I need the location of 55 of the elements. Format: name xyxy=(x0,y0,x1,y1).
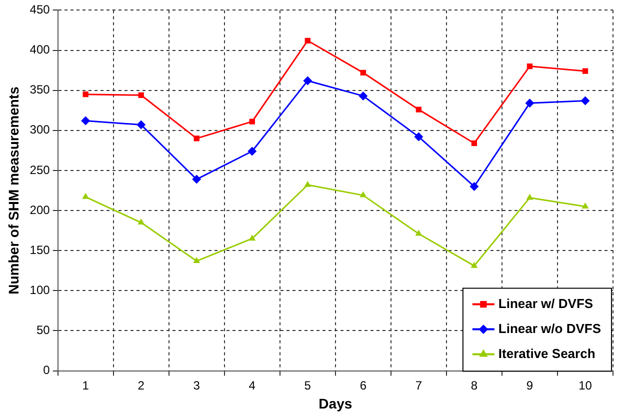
point xyxy=(249,118,255,124)
x-tick-label: 5 xyxy=(304,378,312,392)
x-tick-label: 3 xyxy=(193,378,200,392)
y-tick-label: 150 xyxy=(30,242,50,257)
legend-label: Linear w/o DVFS xyxy=(498,320,602,336)
point xyxy=(192,174,202,184)
point xyxy=(358,91,368,100)
point xyxy=(525,98,534,108)
y-tick-label: 300 xyxy=(30,122,50,137)
x-tick-label: 10 xyxy=(578,378,592,392)
x-tick-label: 8 xyxy=(470,378,478,392)
y-tick-label: 400 xyxy=(30,42,50,57)
point xyxy=(526,63,533,70)
x-tick-label: 6 xyxy=(360,378,367,392)
legend-label: Iterative Search xyxy=(498,346,596,361)
y-tick-label: 100 xyxy=(30,282,50,297)
point xyxy=(138,218,145,225)
y-tick-label: 200 xyxy=(30,202,50,217)
point xyxy=(304,38,310,44)
x-tick-label: 1 xyxy=(82,378,90,392)
point xyxy=(81,116,90,126)
y-tick-label: 0 xyxy=(43,363,50,378)
legend-label: Linear w/ DVFS xyxy=(498,296,594,311)
point xyxy=(360,191,367,198)
y-tick-label: 350 xyxy=(30,82,50,97)
point xyxy=(582,68,588,74)
y-tick-label: 50 xyxy=(36,323,50,338)
point xyxy=(248,234,256,241)
point xyxy=(82,192,90,199)
point xyxy=(414,132,424,142)
point xyxy=(194,136,200,142)
point xyxy=(136,120,146,130)
y-tick-label: 250 xyxy=(30,162,50,177)
point xyxy=(304,180,312,187)
point xyxy=(360,70,366,76)
point xyxy=(415,230,422,236)
point xyxy=(138,92,144,98)
x-tick-label: 2 xyxy=(138,378,145,392)
point xyxy=(303,76,312,86)
x-tick-label: 4 xyxy=(248,378,256,392)
point xyxy=(82,92,88,98)
y-axis-title: Number of SHM measurements xyxy=(5,86,22,294)
point xyxy=(471,140,478,146)
point xyxy=(580,96,590,106)
point xyxy=(193,257,200,264)
point xyxy=(248,146,257,156)
y-tick-label: 450 xyxy=(30,2,50,17)
point xyxy=(470,182,479,191)
point xyxy=(526,194,534,200)
point xyxy=(416,106,422,112)
x-axis-title: Days xyxy=(318,395,352,412)
x-tick-label: 7 xyxy=(415,378,422,392)
x-tick-label: 9 xyxy=(526,378,534,392)
point xyxy=(582,202,589,209)
point xyxy=(470,262,478,268)
